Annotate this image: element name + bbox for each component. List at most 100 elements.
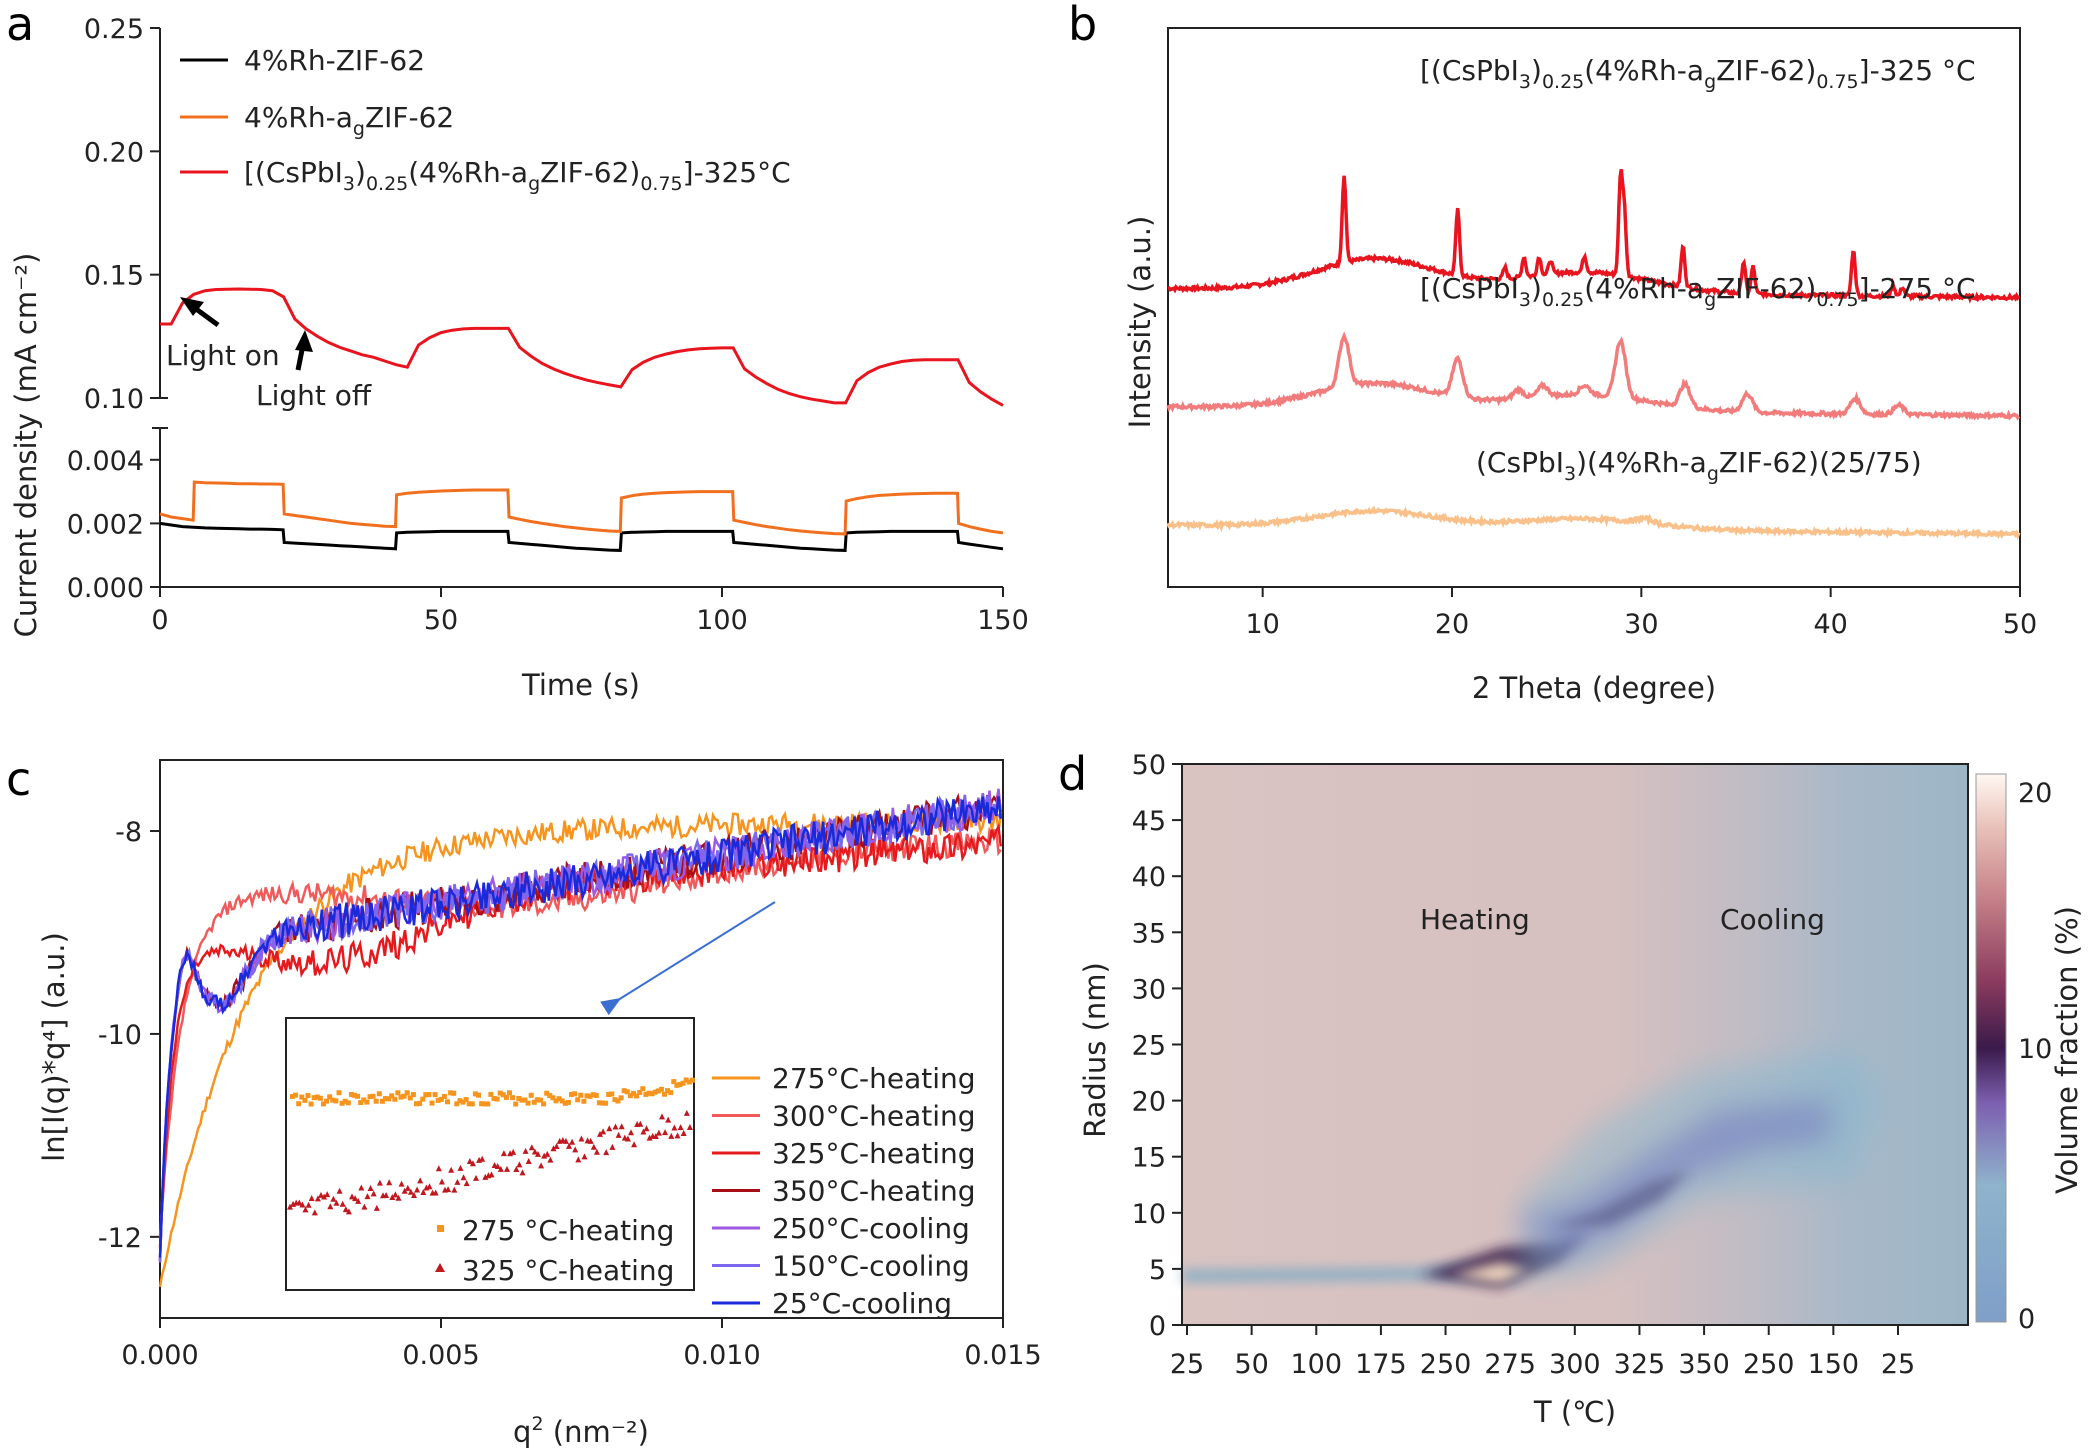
inset-point-275 — [293, 1092, 299, 1098]
colorbar-tick-label: 10 — [2018, 1034, 2052, 1065]
panel-d-x-axis-label: T (℃) — [1533, 1395, 1616, 1429]
colorbar-ticks: 20 10 0 — [2018, 778, 2052, 1335]
d-ytick-label: 5 — [1149, 1255, 1166, 1286]
a-ytick-lower-label: 0.002 — [67, 509, 144, 540]
inset-point-275 — [581, 1098, 587, 1104]
inset-legend-label-325: 325 °C-heating — [462, 1254, 674, 1287]
inset-point-275 — [640, 1086, 646, 1092]
inset-point-325 — [466, 1158, 473, 1165]
inset-point-325 — [494, 1162, 501, 1169]
inset-point-325 — [531, 1148, 538, 1155]
inset-point-325 — [463, 1180, 470, 1187]
inset-point-325 — [566, 1142, 572, 1149]
inset-point-325 — [497, 1165, 504, 1172]
inset-point-275 — [593, 1092, 599, 1098]
inset-point-325 — [383, 1191, 390, 1198]
inset-point-325 — [665, 1116, 672, 1123]
inset-points — [287, 1077, 695, 1216]
inset-point-325 — [460, 1174, 467, 1181]
c-series-line-6 — [158, 796, 1003, 1258]
inset-point-325 — [677, 1124, 684, 1131]
inset-point-275 — [417, 1100, 423, 1106]
inset-point-325 — [662, 1129, 669, 1136]
inset-point-275 — [572, 1091, 578, 1097]
d-ytick-label: 0 — [1149, 1311, 1166, 1342]
panel-letter-a: a — [6, 0, 34, 51]
inset-point-325 — [445, 1186, 452, 1193]
inset-point-275 — [491, 1095, 497, 1101]
inset-point-325 — [364, 1193, 371, 1200]
b-series-line-2 — [1166, 505, 2021, 540]
inset-point-275 — [376, 1091, 382, 1097]
inset-point-275 — [556, 1096, 562, 1102]
inset-point-275 — [398, 1094, 404, 1100]
heating-label: Heating — [1420, 903, 1530, 936]
inset-point-325 — [593, 1148, 600, 1155]
inset-point-275 — [689, 1077, 695, 1083]
panel-b-y-axis-label: Intensity (a.u.) — [1123, 216, 1157, 429]
panel-d-y-axis-label: Radius (nm) — [1078, 962, 1112, 1138]
b-plot-frame — [1167, 27, 2021, 588]
inset-point-275 — [482, 1101, 488, 1107]
inset-point-325 — [314, 1195, 321, 1202]
inset-point-275 — [662, 1091, 667, 1097]
panel-letter-b: b — [1068, 0, 1097, 51]
inset-point-275 — [314, 1094, 320, 1100]
inset-point-275 — [541, 1101, 547, 1107]
inset-point-275 — [469, 1101, 475, 1107]
inset-point-275 — [410, 1092, 416, 1098]
inset-legend-marker-275 — [437, 1225, 444, 1232]
panel-c-inset: 275 °C-heating 325 °C-heating — [285, 1017, 695, 1291]
inset-point-275 — [547, 1093, 553, 1099]
inset-point-325 — [339, 1200, 346, 1207]
heatmap-density-features — [1182, 1050, 1880, 1288]
inset-point-325 — [330, 1195, 337, 1202]
inset-point-325 — [333, 1199, 340, 1206]
d-xtick-label: 25 — [1881, 1349, 1915, 1380]
inset-point-325 — [631, 1141, 638, 1148]
inset-point-275 — [578, 1092, 584, 1098]
inset-point-275 — [383, 1096, 388, 1102]
inset-point-275 — [587, 1093, 593, 1099]
inset-point-325 — [603, 1149, 610, 1156]
inset-point-325 — [637, 1120, 644, 1127]
inset-point-325 — [500, 1150, 507, 1157]
inset-point-325 — [479, 1155, 486, 1162]
inset-point-275 — [497, 1090, 503, 1096]
inset-point-325 — [376, 1179, 383, 1186]
inset-point-325 — [404, 1184, 411, 1191]
inset-point-325 — [296, 1199, 303, 1206]
inset-point-275 — [671, 1079, 677, 1085]
d-ytick-label: 35 — [1132, 918, 1166, 949]
c-xtick-label: 0.015 — [964, 1340, 1041, 1371]
inset-point-275 — [423, 1092, 429, 1098]
c-ytick-label: -10 — [98, 1020, 142, 1051]
inset-point-275 — [330, 1097, 336, 1103]
inset-point-325 — [361, 1203, 368, 1210]
inset-point-325 — [652, 1133, 659, 1140]
inset-point-325 — [386, 1179, 393, 1186]
light-on-label: Light on — [166, 339, 280, 372]
inset-point-325 — [355, 1197, 362, 1204]
inset-point-325 — [473, 1174, 479, 1181]
inset-point-325 — [541, 1152, 548, 1159]
inset-point-275 — [463, 1097, 469, 1103]
b-xtick-label: 40 — [1813, 609, 1847, 640]
xrd-label-325: [(CsPbI3)0.25(4%Rh-agZIF-62)0.75]-325 °C — [1420, 54, 1976, 93]
d-xtick-label: 100 — [1290, 1349, 1342, 1380]
inset-point-275 — [565, 1099, 571, 1105]
b-xtick-label: 50 — [2003, 609, 2037, 640]
inset-point-325 — [683, 1109, 690, 1116]
inset-point-275 — [367, 1094, 373, 1100]
inset-point-325 — [435, 1165, 442, 1172]
c-legend-label-3: 350°C-heating — [772, 1175, 976, 1208]
inset-point-325 — [612, 1123, 619, 1130]
inset-frame — [285, 1017, 695, 1291]
inset-point-275 — [429, 1100, 435, 1106]
inset-point-275 — [550, 1095, 556, 1101]
inset-point-325 — [336, 1187, 343, 1194]
inset-point-275 — [612, 1097, 618, 1103]
inset-point-275 — [485, 1101, 491, 1107]
c-legend-label-6: 25°C-cooling — [772, 1287, 952, 1320]
inset-point-275 — [302, 1097, 308, 1103]
